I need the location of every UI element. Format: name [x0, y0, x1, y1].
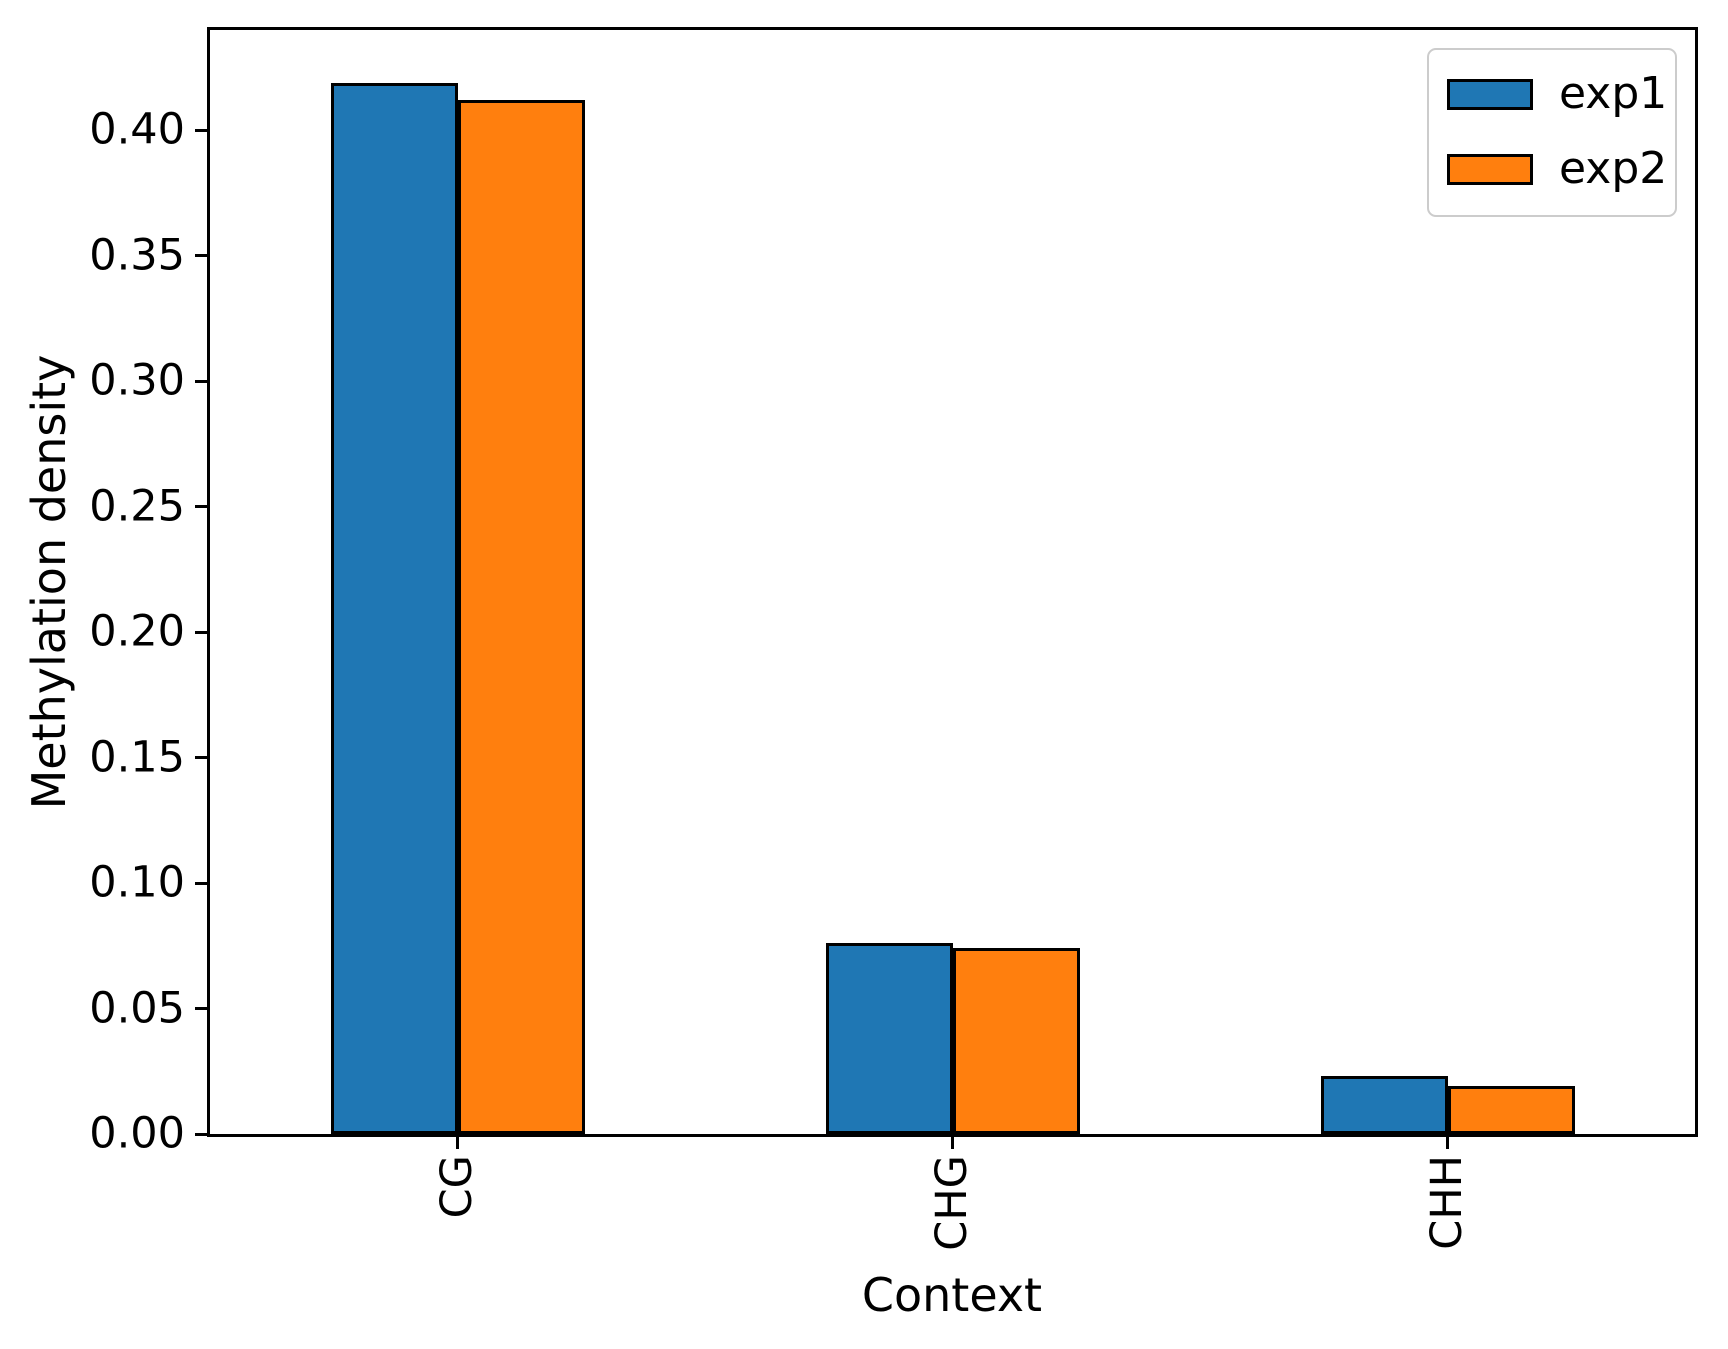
y-tick-mark	[195, 756, 207, 760]
bar-exp2-CHG	[952, 948, 1080, 1134]
x-tick-mark	[951, 1137, 954, 1149]
legend-label: exp1	[1559, 68, 1668, 119]
plot-area: 0.00 0.05 0.10 0.15 0.20 0.25 0.30 0.35 0.40 CG C…	[89, 27, 1698, 1251]
legend-row: exp2	[1447, 147, 1667, 191]
y-tick-mark	[195, 379, 207, 383]
y-tick-label: 0.15	[89, 732, 185, 783]
legend-row: exp1	[1447, 72, 1667, 116]
y-tick-mark	[195, 1007, 207, 1011]
x-tick-mark	[456, 1137, 459, 1149]
bar-exp2-CG	[457, 100, 585, 1134]
y-tick-mark	[195, 1132, 207, 1136]
y-tick-label: 0.30	[89, 355, 185, 406]
y-tick-label: 0.20	[89, 606, 185, 657]
y-tick-label: 0.10	[89, 857, 185, 908]
y-tick-mark	[195, 254, 207, 258]
x-tick-label: CHG	[927, 1155, 977, 1251]
y-tick-mark	[195, 505, 207, 509]
legend: exp1 exp2	[1427, 48, 1677, 217]
bar-exp2-CHH	[1447, 1086, 1575, 1134]
x-tick-mark	[1446, 1137, 1449, 1149]
bar-exp1-CHH	[1320, 1076, 1448, 1134]
bar-exp1-CHG	[825, 943, 953, 1134]
y-tick-label: 0.40	[89, 104, 185, 155]
y-tick-label: 0.00	[89, 1108, 185, 1159]
x-axis-label: Context	[861, 1268, 1043, 1322]
x-tick-label: CHH	[1422, 1155, 1472, 1250]
legend-label: exp2	[1559, 143, 1668, 194]
y-tick-label: 0.05	[89, 983, 185, 1034]
bar-exp1-CG	[330, 83, 458, 1134]
y-tick-mark	[195, 881, 207, 885]
y-tick-mark	[195, 128, 207, 132]
y-axis-label: Methylation density	[22, 354, 76, 810]
legend-swatch-exp2	[1447, 153, 1533, 185]
x-tick-label: CG	[432, 1155, 482, 1219]
y-tick-label: 0.25	[89, 481, 185, 532]
y-tick-label: 0.35	[89, 230, 185, 281]
legend-swatch-exp1	[1447, 78, 1533, 110]
y-tick-mark	[195, 630, 207, 634]
